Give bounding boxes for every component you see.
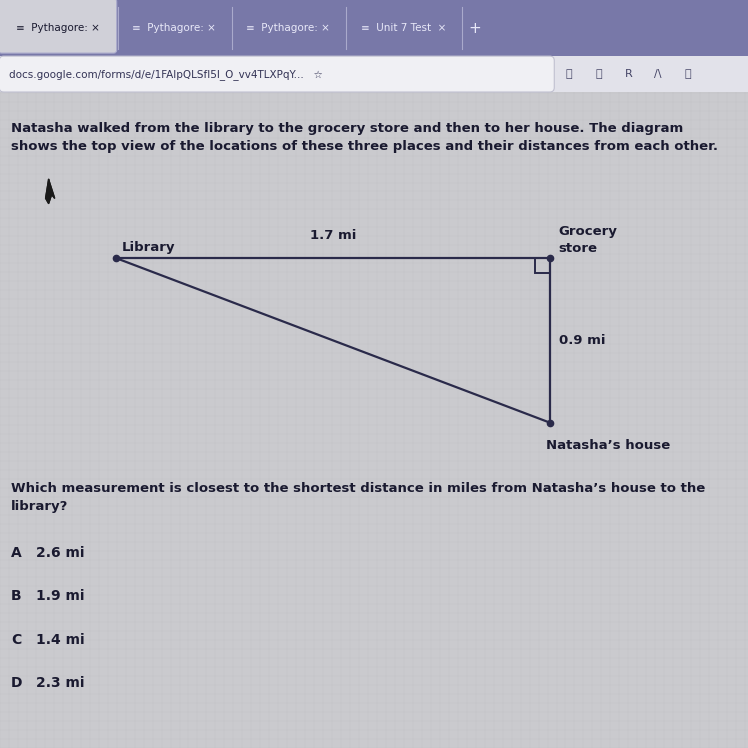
Text: 2.3 mi: 2.3 mi — [36, 676, 85, 690]
Bar — [0, 56, 748, 92]
Text: ≡  Pythagore: ×: ≡ Pythagore: × — [246, 23, 330, 33]
Text: 1.7 mi: 1.7 mi — [310, 229, 356, 242]
Text: C: C — [11, 633, 22, 647]
Text: Which measurement is closest to the shortest distance in miles from Natasha’s ho: Which measurement is closest to the shor… — [11, 482, 705, 513]
Text: 2.6 mi: 2.6 mi — [36, 546, 85, 560]
Text: 1.9 mi: 1.9 mi — [36, 589, 85, 604]
Text: +: + — [468, 20, 482, 36]
Text: /\: /\ — [654, 69, 662, 79]
Text: Natasha’s house: Natasha’s house — [546, 439, 670, 452]
Polygon shape — [46, 180, 55, 203]
Bar — [535, 258, 550, 273]
Text: ≡  Pythagore: ×: ≡ Pythagore: × — [16, 23, 99, 33]
Text: 👍: 👍 — [685, 69, 691, 79]
Text: 🟩: 🟩 — [565, 69, 571, 79]
Text: 0.9 mi: 0.9 mi — [559, 334, 605, 347]
Text: 1.4 mi: 1.4 mi — [36, 633, 85, 647]
Text: ≡  Pythagore: ×: ≡ Pythagore: × — [132, 23, 216, 33]
Text: B: B — [11, 589, 22, 604]
Text: 🔵: 🔵 — [595, 69, 601, 79]
Text: Natasha walked from the library to the grocery store and then to her house. The : Natasha walked from the library to the g… — [11, 122, 718, 153]
Text: A: A — [11, 546, 22, 560]
Text: Grocery
store: Grocery store — [559, 225, 618, 255]
Text: ≡  Unit 7 Test  ×: ≡ Unit 7 Test × — [361, 23, 447, 33]
FancyBboxPatch shape — [0, 56, 554, 92]
Bar — [0, 0, 748, 56]
FancyBboxPatch shape — [0, 0, 117, 53]
Text: R: R — [625, 69, 632, 79]
Text: docs.google.com/forms/d/e/1FAlpQLSfl5l_O_vv4TLXPqY...   ☆: docs.google.com/forms/d/e/1FAlpQLSfl5l_O… — [9, 69, 322, 79]
Text: Library: Library — [122, 241, 176, 254]
Bar — [0, 92, 748, 748]
Text: D: D — [11, 676, 22, 690]
